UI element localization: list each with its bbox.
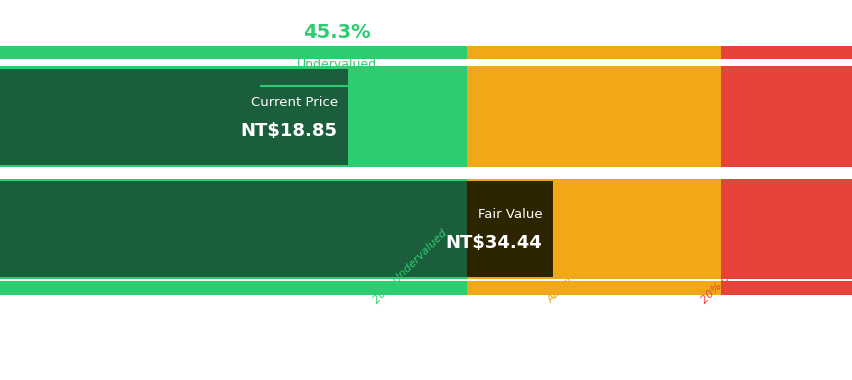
Bar xyxy=(467,46,720,59)
Bar xyxy=(467,281,720,294)
Text: 20% Undervalued: 20% Undervalued xyxy=(371,228,448,306)
Text: Current Price: Current Price xyxy=(250,96,337,109)
Bar xyxy=(720,66,852,167)
Text: 45.3%: 45.3% xyxy=(302,23,371,42)
Bar xyxy=(467,181,552,277)
Bar xyxy=(0,181,467,277)
Text: NT$18.85: NT$18.85 xyxy=(240,122,337,140)
Bar xyxy=(467,179,720,279)
Bar xyxy=(0,69,348,165)
Bar xyxy=(720,46,852,59)
Bar xyxy=(0,66,467,167)
Bar xyxy=(0,46,467,59)
Bar xyxy=(720,281,852,294)
Text: 20% Overvalued: 20% Overvalued xyxy=(699,233,771,306)
Bar xyxy=(467,66,720,167)
Bar xyxy=(0,179,467,279)
Bar xyxy=(720,179,852,279)
Text: Undervalued: Undervalued xyxy=(296,58,377,71)
Text: About Right: About Right xyxy=(545,252,599,306)
Text: NT$34.44: NT$34.44 xyxy=(446,234,542,252)
Text: Fair Value: Fair Value xyxy=(477,208,542,221)
Bar xyxy=(0,281,467,294)
